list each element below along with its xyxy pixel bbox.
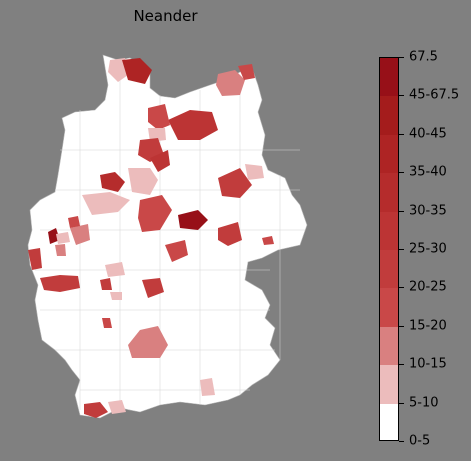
legend-tick [399,95,404,97]
district [262,236,274,245]
legend-label: 30-35 [409,203,447,219]
district [108,58,128,82]
district [148,128,166,142]
legend-tick [399,249,404,250]
district [105,262,125,277]
district [48,228,60,244]
district [70,224,90,245]
district [82,192,130,215]
district [110,292,122,300]
district [138,195,172,232]
legend-label: 40-45 [409,126,447,142]
legend-tick [399,325,404,327]
district [245,164,264,180]
district [218,222,242,246]
legend-label: 15-20 [409,318,447,334]
district [100,278,112,290]
legend-color-segment [380,403,398,440]
legend-color-segment [380,134,398,174]
district [84,402,108,418]
germany-outline [27,54,308,419]
legend-tick [399,57,404,58]
district [238,64,255,80]
legend-tick [399,402,404,404]
legend-tick [399,441,404,442]
district [128,168,158,195]
district [40,275,80,292]
legend-label: 35-40 [409,164,447,180]
legend-tick [399,210,404,212]
legend-tick [399,133,404,135]
district [100,172,125,192]
legend-tick [399,172,404,174]
legend-color-segment [380,58,398,97]
district [68,216,80,228]
legend-color-segment [380,211,398,250]
district [28,248,42,270]
highlighted-districts [28,58,274,418]
district [142,278,164,298]
district [148,104,170,130]
legend-label: 45-67.5 [409,87,460,103]
district [216,70,245,96]
legend-label: 0-5 [409,433,431,449]
district [165,240,188,262]
district [218,168,252,198]
legend-label: 67.5 [409,49,438,65]
district [122,58,152,84]
color-legend-bar [379,57,399,441]
district [108,400,126,414]
legend-label: 25-30 [409,241,447,257]
legend-color-segment [380,288,398,327]
legend-color-segment [380,326,398,366]
legend-tick [399,287,404,289]
legend-label: 5-10 [409,395,439,411]
legend-color-segment [380,96,398,135]
district [168,110,218,140]
legend-color-segment [380,173,398,212]
district [200,378,215,396]
district-borders [35,60,305,410]
district [102,318,112,328]
legend-color-segment [380,365,398,404]
district [150,150,170,172]
map-title: Neander [133,7,198,25]
district [55,244,66,256]
district [128,326,168,358]
legend-label: 20-25 [409,279,447,295]
district [56,232,70,244]
legend-tick [399,364,404,366]
district [178,210,208,230]
legend-label: 10-15 [409,356,447,372]
legend-color-segment [380,250,398,289]
